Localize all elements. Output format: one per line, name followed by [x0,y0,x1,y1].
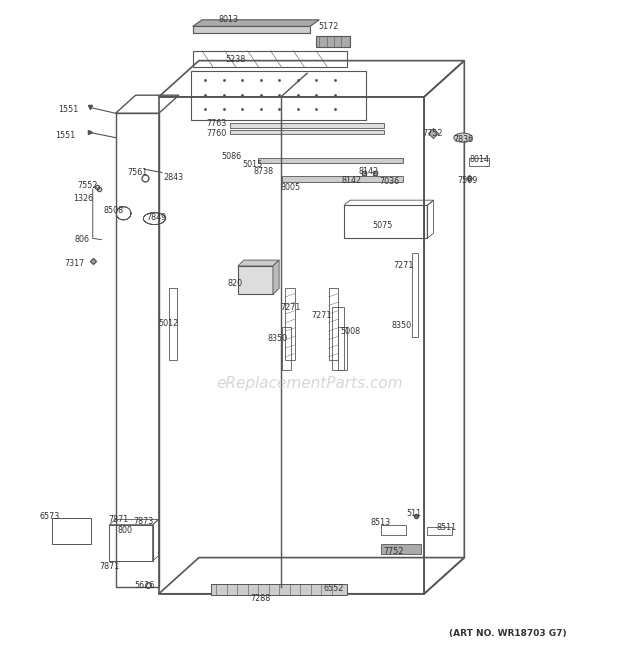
Text: 820: 820 [227,278,242,288]
Text: 5015: 5015 [242,160,263,169]
Ellipse shape [454,133,472,142]
Text: eReplacementParts.com: eReplacementParts.com [216,375,404,391]
Text: 1326: 1326 [73,194,94,204]
Polygon shape [238,260,279,266]
Text: 8013: 8013 [218,15,239,24]
Text: 7317: 7317 [64,259,84,268]
Text: 8014: 8014 [470,155,490,164]
Text: 8508: 8508 [104,206,124,215]
Text: 8511: 8511 [437,524,457,533]
Text: 5008: 5008 [340,327,360,336]
Polygon shape [282,176,402,182]
Text: 7836: 7836 [453,135,473,144]
Text: 8513: 8513 [371,518,391,527]
Text: 5172: 5172 [318,22,339,31]
Polygon shape [257,158,402,163]
Text: 7552: 7552 [78,181,98,190]
Text: 6573: 6573 [40,512,60,521]
Text: 8005: 8005 [280,182,300,192]
Text: 7271: 7271 [394,262,414,270]
Text: 8350: 8350 [268,334,288,343]
Text: 7849: 7849 [147,213,167,222]
Text: 7271: 7271 [311,311,331,320]
Text: 7271: 7271 [280,303,301,312]
Polygon shape [273,260,279,294]
Bar [338,327,347,370]
Text: 7036: 7036 [379,177,399,186]
Text: 5075: 5075 [373,221,393,229]
Bar [332,307,344,370]
Text: 7288: 7288 [250,594,271,603]
Text: 7763: 7763 [206,119,226,128]
Text: 5626: 5626 [135,582,155,590]
Text: 7873: 7873 [133,517,154,526]
Polygon shape [238,266,273,294]
Text: 6552: 6552 [323,584,343,593]
Text: 1551: 1551 [55,131,75,140]
Bar [282,327,291,370]
Bar [159,97,424,594]
Text: 8350: 8350 [391,321,412,330]
Text: 7561: 7561 [127,168,148,177]
Text: 511: 511 [406,509,421,518]
Text: (ART NO. WR18703 G7): (ART NO. WR18703 G7) [449,629,566,638]
Text: 7760: 7760 [206,129,226,138]
Polygon shape [193,20,319,26]
Text: 7569: 7569 [457,176,477,185]
Text: 5086: 5086 [221,151,242,161]
Polygon shape [230,130,384,134]
Polygon shape [381,545,421,555]
Text: 1551: 1551 [58,105,78,114]
Text: 2843: 2843 [163,173,183,182]
Text: 5238: 5238 [226,55,246,64]
Text: 7871: 7871 [108,515,129,524]
Polygon shape [211,584,347,595]
Text: 5012: 5012 [158,319,178,329]
Text: 8142: 8142 [358,167,379,176]
Text: 7752: 7752 [383,547,404,555]
Polygon shape [193,26,310,33]
Text: 7871: 7871 [99,562,120,570]
Text: 806: 806 [74,235,89,244]
Polygon shape [230,123,384,128]
Text: 7752: 7752 [422,128,443,137]
Polygon shape [316,36,350,48]
Text: 8738: 8738 [254,167,274,176]
Text: 8142: 8142 [342,176,362,185]
Text: 800: 800 [117,526,132,535]
